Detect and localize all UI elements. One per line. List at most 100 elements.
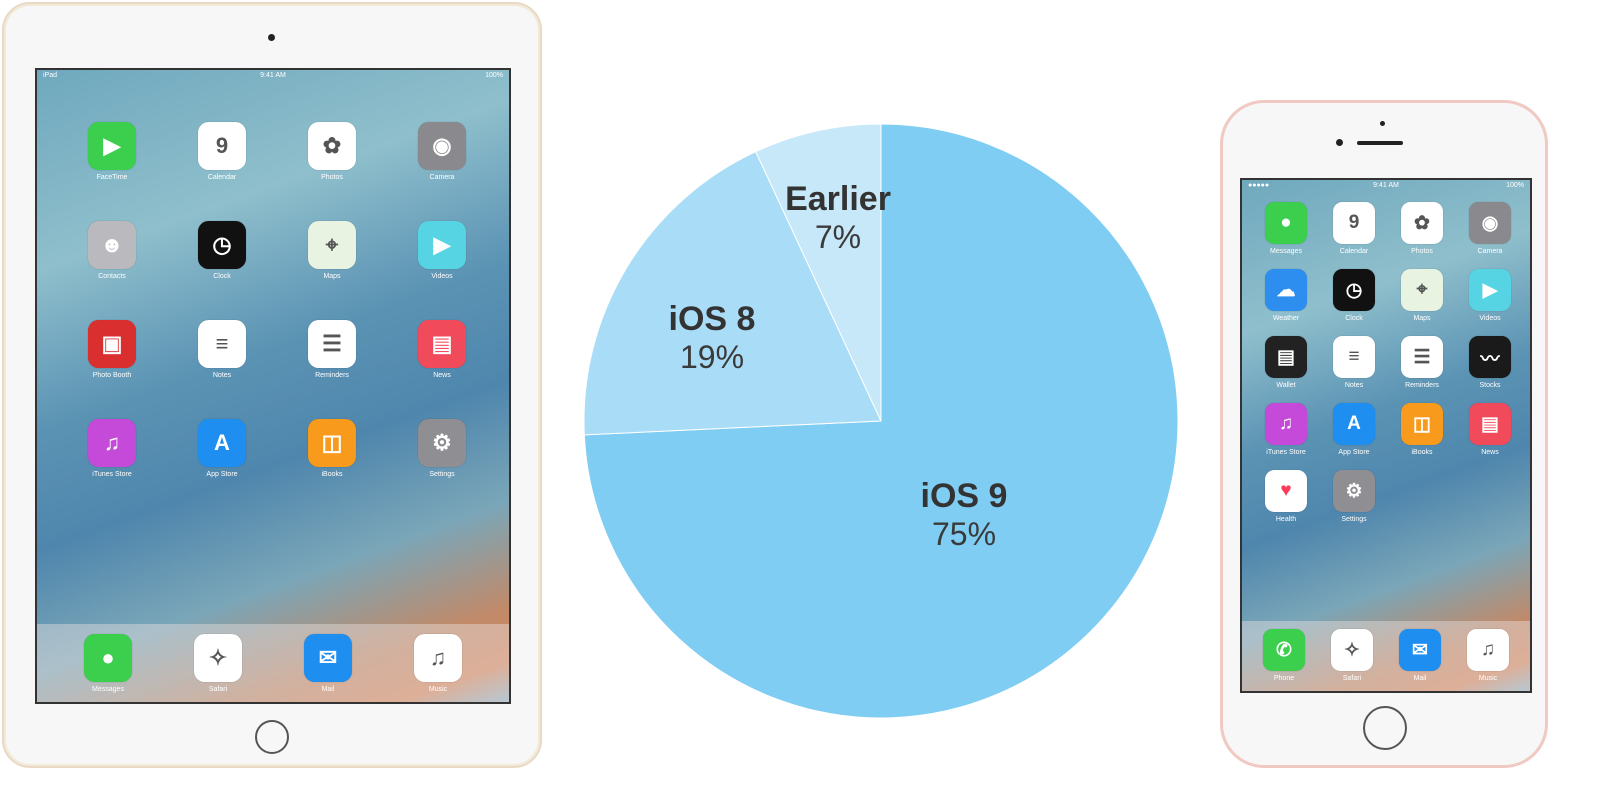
iphone-status-bar: ●●●●● 9:41 AM 100% (1242, 182, 1530, 194)
app-label: iTunes Store (92, 471, 132, 478)
ipad-home-button[interactable] (255, 720, 289, 754)
app-camera[interactable]: ◉ Camera (387, 122, 497, 181)
iphone-home-button[interactable] (1363, 706, 1407, 750)
app-label: Photos (1411, 248, 1433, 255)
settings-icon: ⚙ (1333, 470, 1375, 512)
label-ios9: iOS 9 75% (921, 477, 1008, 553)
app-label: iBooks (1411, 449, 1433, 456)
calendar-icon: 9 (198, 122, 246, 170)
messages-icon: ● (84, 634, 132, 682)
app-contacts[interactable]: ☻ Contacts (57, 221, 167, 280)
app-music[interactable]: ♫ Music (383, 634, 493, 693)
app-reminders[interactable]: ☰ Reminders (1388, 336, 1456, 389)
app-label: News (433, 372, 451, 379)
app-label: Settings (429, 471, 455, 478)
iphone-camera (1336, 139, 1343, 146)
time: 9:41 AM (260, 72, 286, 79)
app-label: Videos (1479, 315, 1501, 322)
app-safari[interactable]: ✧ Safari (163, 634, 273, 693)
app-label: Safari (1342, 675, 1362, 682)
ibooks-icon: ◫ (1401, 403, 1443, 445)
app-photo-booth[interactable]: ▣ Photo Booth (57, 320, 167, 379)
phone-icon: ✆ (1263, 629, 1305, 671)
ipad-camera (268, 34, 275, 41)
videos-icon: ▶ (1469, 269, 1511, 311)
app-weather[interactable]: ☁ Weather (1252, 269, 1320, 322)
app-camera[interactable]: ◉ Camera (1456, 202, 1524, 255)
app-notes[interactable]: ≡ Notes (167, 320, 277, 379)
videos-icon: ▶ (418, 221, 466, 269)
label-ios9-name: iOS 9 (920, 477, 1008, 515)
battery: 100% (1506, 182, 1524, 189)
camera-icon: ◉ (418, 122, 466, 170)
app-phone[interactable]: ✆ Phone (1250, 629, 1318, 682)
app-music[interactable]: ♫ Music (1454, 629, 1522, 682)
app-news[interactable]: ▤ News (387, 320, 497, 379)
app-label: Stocks (1479, 382, 1501, 389)
app-label: iBooks (321, 471, 343, 478)
app-label: Camera (1477, 248, 1503, 255)
app-label: Calendar (1339, 248, 1369, 255)
app-messages[interactable]: ● Messages (53, 634, 163, 693)
app-reminders[interactable]: ☰ Reminders (277, 320, 387, 379)
app-label: Phone (1273, 675, 1295, 682)
app-label: Mail (1413, 675, 1427, 682)
app-label: Calendar (207, 174, 237, 181)
app-label: Contacts (98, 273, 126, 280)
app-ibooks[interactable]: ◫ iBooks (1388, 403, 1456, 456)
app-wallet[interactable]: ▤ Wallet (1252, 336, 1320, 389)
app-mail[interactable]: ✉ Mail (273, 634, 383, 693)
app-clock[interactable]: ◷ Clock (1320, 269, 1388, 322)
app-app-store[interactable]: A App Store (1320, 403, 1388, 456)
app-notes[interactable]: ≡ Notes (1320, 336, 1388, 389)
maps-icon: ⌖ (1401, 269, 1443, 311)
label-earlier-name: Earlier (785, 180, 891, 218)
app-itunes-store[interactable]: ♫ iTunes Store (1252, 403, 1320, 456)
iphone-sensor (1380, 121, 1385, 126)
app-settings[interactable]: ⚙ Settings (387, 419, 497, 478)
app-videos[interactable]: ▶ Videos (387, 221, 497, 280)
iphone-screen: ●●●●● 9:41 AM 100% ● Messages 9 Calendar ✿ Ph… (1240, 178, 1532, 693)
calendar-icon: 9 (1333, 202, 1375, 244)
wallet-icon: ▤ (1265, 336, 1307, 378)
app-app-store[interactable]: A App Store (167, 419, 277, 478)
mail-icon: ✉ (1399, 629, 1441, 671)
health-icon: ♥ (1265, 470, 1307, 512)
app-videos[interactable]: ▶ Videos (1456, 269, 1524, 322)
app-maps[interactable]: ⌖ Maps (277, 221, 387, 280)
app-health[interactable]: ♥ Health (1252, 470, 1320, 523)
reminders-icon: ☰ (1401, 336, 1443, 378)
app-maps[interactable]: ⌖ Maps (1388, 269, 1456, 322)
app-messages[interactable]: ● Messages (1252, 202, 1320, 255)
ipad-status-bar: iPad 9:41 AM 100% (37, 72, 509, 84)
app-calendar[interactable]: 9 Calendar (1320, 202, 1388, 255)
label-ios8-name: iOS 8 (668, 300, 756, 338)
app-calendar[interactable]: 9 Calendar (167, 122, 277, 181)
app-label: Notes (212, 372, 232, 379)
app-stocks[interactable]: 〰 Stocks (1456, 336, 1524, 389)
music-icon: ♫ (414, 634, 462, 682)
app-label: FaceTime (96, 174, 128, 181)
app-settings[interactable]: ⚙ Settings (1320, 470, 1388, 523)
app-safari[interactable]: ✧ Safari (1318, 629, 1386, 682)
clock-icon: ◷ (1333, 269, 1375, 311)
maps-icon: ⌖ (308, 221, 356, 269)
iphone-speaker (1357, 141, 1403, 145)
app-clock[interactable]: ◷ Clock (167, 221, 277, 280)
app-facetime[interactable]: ▶ FaceTime (57, 122, 167, 181)
app-label: Maps (323, 273, 341, 280)
app-itunes-store[interactable]: ♫ iTunes Store (57, 419, 167, 478)
label-earlier: Earlier 7% (785, 180, 891, 256)
app-label: Music (1478, 675, 1498, 682)
photos-icon: ✿ (1401, 202, 1443, 244)
app-label: Maps (1413, 315, 1431, 322)
weather-icon: ☁ (1265, 269, 1307, 311)
app-mail[interactable]: ✉ Mail (1386, 629, 1454, 682)
app-photos[interactable]: ✿ Photos (277, 122, 387, 181)
app-photos[interactable]: ✿ Photos (1388, 202, 1456, 255)
safari-icon: ✧ (1331, 629, 1373, 671)
app-label: Health (1275, 516, 1297, 523)
app-news[interactable]: ▤ News (1456, 403, 1524, 456)
app-ibooks[interactable]: ◫ iBooks (277, 419, 387, 478)
